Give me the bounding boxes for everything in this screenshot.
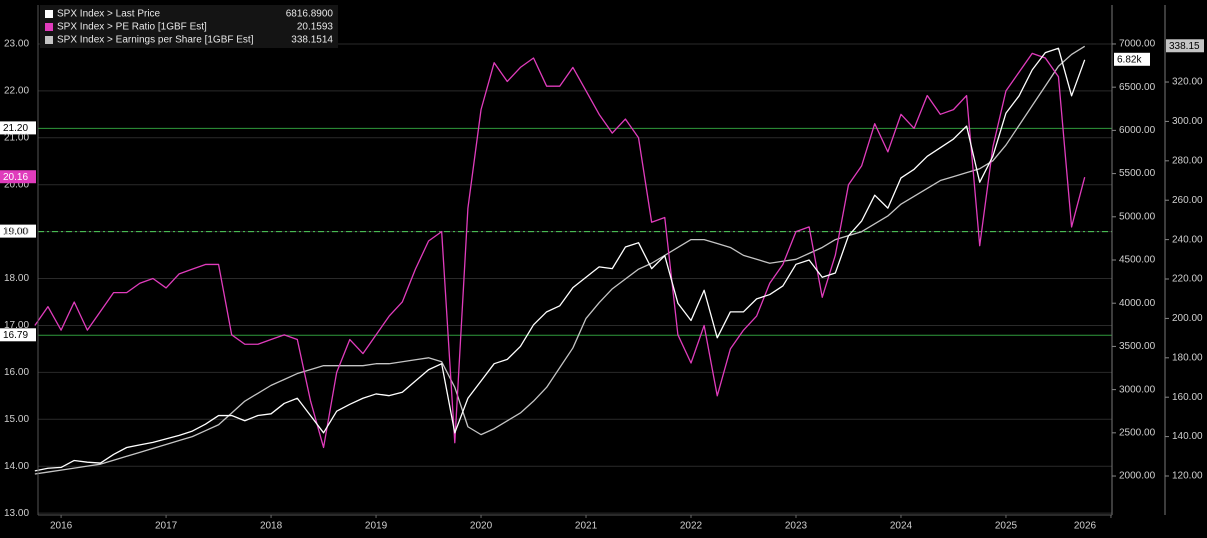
y-tick-label: 17.00 [4, 320, 29, 331]
reference-label: 21.20 [3, 123, 28, 134]
x-tick-label: 2021 [575, 521, 598, 532]
x-tick-label: 2026 [1074, 521, 1097, 532]
legend-box [40, 5, 338, 48]
y-tick-label: 18.00 [4, 273, 29, 284]
y3-tick-label: 260.00 [1172, 195, 1203, 206]
y2-tick-label: 2000.00 [1119, 471, 1156, 482]
x-tick-label: 2023 [785, 521, 808, 532]
y3-tick-label: 160.00 [1172, 392, 1203, 403]
legend-swatch [45, 23, 53, 31]
y-tick-label: 22.00 [4, 86, 29, 97]
tag-layer: 6.82k 20.16 338.15 [0, 39, 1204, 184]
x-tick-label: 2025 [995, 521, 1018, 532]
y3-tick-label: 300.00 [1172, 116, 1203, 127]
x-tick-label: 2019 [365, 521, 388, 532]
y-tick-label: 23.00 [4, 39, 29, 50]
legend-swatch [45, 36, 53, 44]
x-tick-label: 2022 [680, 521, 703, 532]
y2-tick-label: 4500.00 [1119, 255, 1156, 266]
last-value-label: 20.16 [3, 172, 28, 183]
y3-tick-label: 240.00 [1172, 234, 1203, 245]
legend-swatch [45, 10, 53, 18]
x-tick-label: 2024 [890, 521, 913, 532]
y-tick-label: 21.00 [4, 132, 29, 143]
reference-label: 16.79 [3, 330, 28, 341]
reference-label-box [0, 328, 36, 342]
last-value-label: 338.15 [1169, 41, 1200, 52]
x-tick-label: 2018 [260, 521, 283, 532]
legend-label: SPX Index > PE Ratio [1GBF Est] [57, 22, 207, 33]
series-line [34, 52, 1086, 449]
x-tick-label: 2016 [50, 521, 73, 532]
reference-label-box [0, 224, 36, 238]
axis-layer: 13.00 14.00 15.00 16.00 17.00 18.00 19.00 20.00… [4, 5, 1203, 532]
x-tick-label: 2017 [155, 521, 178, 532]
legend-label: SPX Index > Earnings per Share [1GBF Est… [57, 35, 254, 46]
legend-value: 6816.8900 [286, 9, 334, 20]
y3-tick-label: 320.00 [1172, 77, 1203, 88]
y3-tick-label: 220.00 [1172, 274, 1203, 285]
last-value-box [1166, 39, 1204, 53]
y2-tick-label: 5500.00 [1119, 168, 1156, 179]
y2-tick-label: 7000.00 [1119, 39, 1156, 50]
legend-value: 338.1514 [291, 35, 333, 46]
last-value-label: 6.82k [1117, 54, 1142, 65]
y-tick-label: 14.00 [4, 461, 29, 472]
y-tick-label: 20.00 [4, 179, 29, 190]
line-layer [34, 45, 1086, 475]
y-tick-label: 15.00 [4, 414, 29, 425]
y2-tick-label: 4000.00 [1119, 298, 1156, 309]
y2-tick-label: 6000.00 [1119, 125, 1156, 136]
y-tick-label: 13.00 [4, 508, 29, 519]
y2-tick-label: 2500.00 [1119, 427, 1156, 438]
legend: SPX Index > Last Price 6816.8900 SPX Index… [40, 5, 338, 48]
last-value-box [1114, 52, 1150, 66]
y2-tick-label: 3000.00 [1119, 384, 1156, 395]
y2-tick-label: 5000.00 [1119, 211, 1156, 222]
y3-tick-label: 120.00 [1172, 471, 1203, 482]
y2-tick-label: 6500.00 [1119, 82, 1156, 93]
last-value-box [0, 170, 36, 184]
reference-layer: 21.20 19.00 16.79 [0, 121, 1112, 342]
legend-label: SPX Index > Last Price [57, 9, 161, 20]
y3-tick-label: 140.00 [1172, 431, 1203, 442]
legend-value: 20.1593 [297, 22, 334, 33]
reference-label: 19.00 [3, 226, 28, 237]
series-line [34, 47, 1086, 472]
y-tick-label: 16.00 [4, 367, 29, 378]
series-line [34, 45, 1086, 475]
x-tick-label: 2020 [470, 521, 493, 532]
y3-tick-label: 180.00 [1172, 352, 1203, 363]
y3-tick-label: 280.00 [1172, 155, 1203, 166]
y3-tick-label: 200.00 [1172, 313, 1203, 324]
reference-label-box [0, 121, 36, 135]
y2-tick-label: 3500.00 [1119, 341, 1156, 352]
y-tick-label: 19.00 [4, 226, 29, 237]
